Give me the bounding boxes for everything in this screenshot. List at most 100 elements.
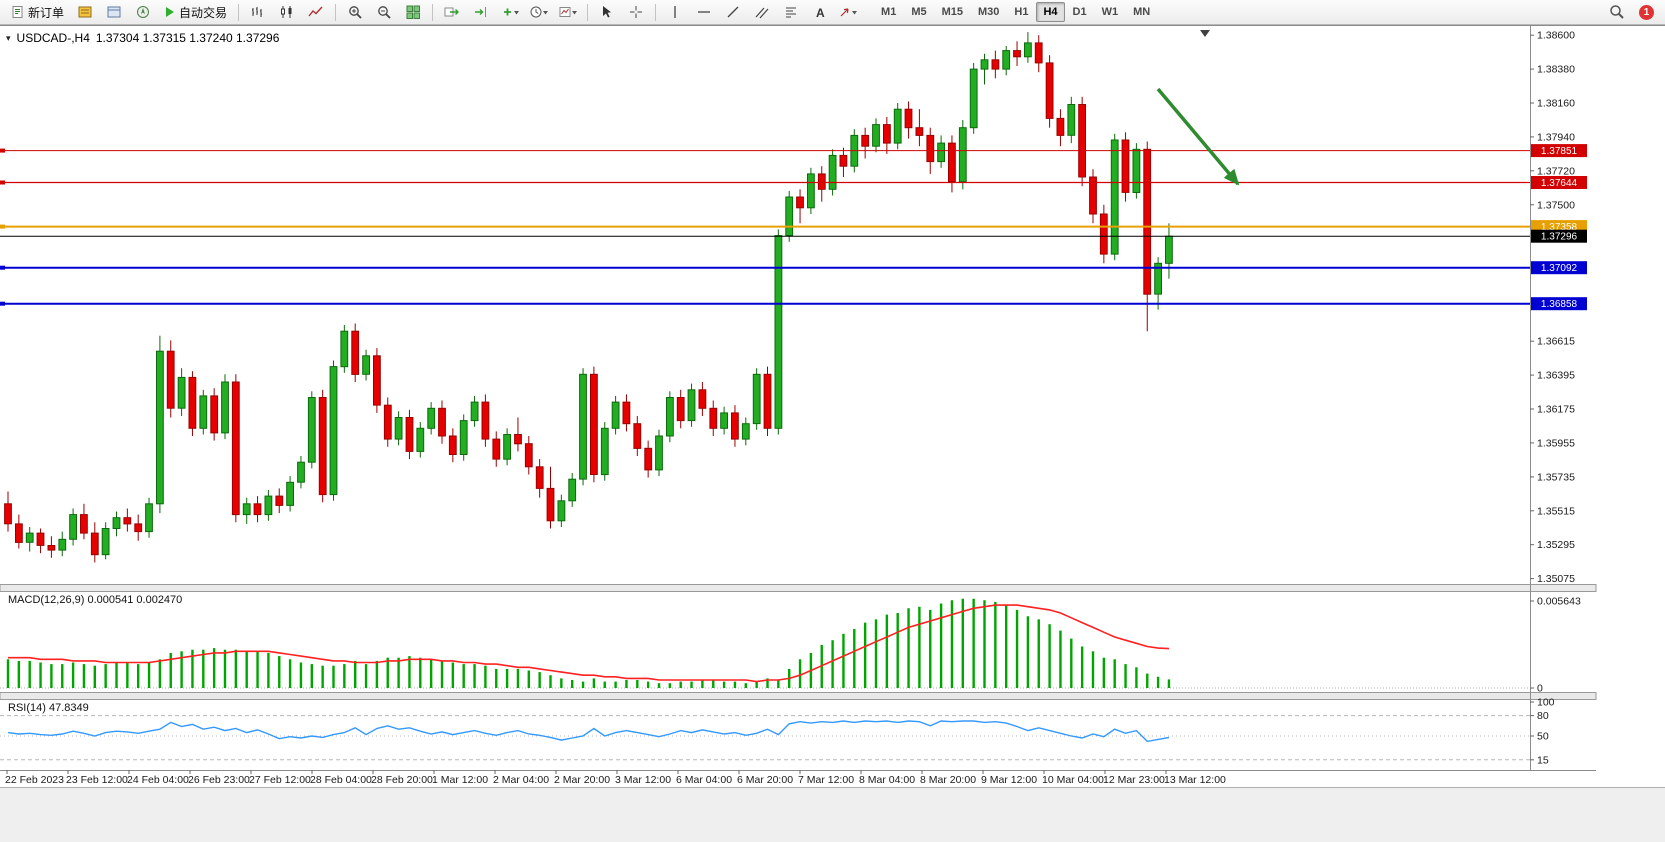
timeframe-button-mn[interactable]: MN (1133, 6, 1151, 18)
timeframe-button-h1[interactable]: H1 (1014, 6, 1029, 18)
svg-text:A: A (816, 6, 825, 19)
svg-text:100: 100 (1537, 697, 1555, 709)
svg-text:27 Feb 12:00: 27 Feb 12:00 (249, 774, 311, 786)
svg-text:26 Feb 23:00: 26 Feb 23:00 (188, 774, 250, 786)
horizontal-line-button[interactable] (690, 1, 718, 24)
trendline-button[interactable] (719, 1, 747, 24)
svg-text:13 Mar 12:00: 13 Mar 12:00 (1164, 774, 1226, 786)
arrows-button[interactable] (835, 1, 863, 24)
vertical-line-button[interactable] (661, 1, 689, 24)
timeframe-button-w1[interactable]: W1 (1101, 6, 1119, 18)
periods-icon (530, 6, 548, 18)
svg-text:1.35075: 1.35075 (1537, 573, 1575, 585)
autotrading-button[interactable]: 自动交易 (158, 1, 233, 24)
cursor-icon (603, 6, 612, 18)
text-button[interactable]: A (806, 1, 834, 24)
search-icon (1610, 5, 1624, 19)
timeframe-button-m15[interactable]: M15 (941, 6, 963, 18)
zoom-out-icon (377, 5, 391, 19)
svg-text:0: 0 (1537, 683, 1543, 695)
svg-text:1.37296: 1.37296 (1541, 232, 1578, 243)
trend-arrow-annotation (1156, 87, 1240, 186)
svg-text:1.37500: 1.37500 (1537, 199, 1575, 211)
line-chart-button[interactable] (302, 1, 330, 24)
crosshair-icon (630, 6, 643, 18)
price-chart-canvas[interactable]: 1.38600 1.38380 1.38160 1.37940 1.37720 1.375… (0, 26, 1665, 788)
svg-text:8 Mar 20:00: 8 Mar 20:00 (920, 774, 976, 786)
chart-ohlc-readout: 1.37304 1.37315 1.37240 1.37296 (95, 31, 280, 45)
candlestick-chart-icon (281, 6, 292, 18)
toolbar-separator (432, 3, 434, 21)
bar-chart-icon (252, 7, 263, 17)
chart-shift-icon (475, 7, 487, 17)
svg-text:23 Feb 12:00: 23 Feb 12:00 (66, 774, 128, 786)
svg-text:1.36175: 1.36175 (1537, 404, 1575, 416)
fibonacci-button[interactable] (777, 1, 805, 24)
zoom-out-button[interactable] (370, 1, 398, 24)
navigator-icon (136, 6, 149, 18)
svg-text:1.35955: 1.35955 (1537, 437, 1575, 449)
notification-badge[interactable]: 1 (1639, 4, 1654, 20)
tile-windows-button[interactable] (399, 1, 427, 24)
svg-text:1.38160: 1.38160 (1537, 98, 1575, 110)
svg-text:22 Feb 2023: 22 Feb 2023 (5, 774, 64, 786)
svg-text:3 Mar 12:00: 3 Mar 12:00 (615, 774, 671, 786)
svg-text:2 Mar 20:00: 2 Mar 20:00 (554, 774, 610, 786)
chart-header: USDCAD-,H4 1.37304 1.37315 1.37240 1.372… (6, 31, 280, 45)
rsi-indicator-label: RSI(14) 47.8349 (8, 702, 89, 714)
toolbar: 新订单 自动交易 A M1 M5 M15 M30 H1 H4 D1 W1 MN 1 (0, 0, 1665, 25)
toolbar-right: 1 (1603, 1, 1660, 24)
svg-text:12 Mar 23:00: 12 Mar 23:00 (1103, 774, 1165, 786)
chart-dropdown-icon[interactable] (6, 33, 11, 44)
templates-button[interactable] (554, 1, 582, 24)
templates-icon (559, 7, 577, 17)
market-watch-button[interactable] (71, 1, 99, 24)
svg-text:9 Mar 12:00: 9 Mar 12:00 (981, 774, 1037, 786)
text-icon: A (816, 6, 825, 19)
navigator-button[interactable] (129, 1, 157, 24)
svg-text:1.36395: 1.36395 (1537, 370, 1575, 382)
svg-text:2 Mar 04:00: 2 Mar 04:00 (493, 774, 549, 786)
candlestick-chart-button[interactable] (273, 1, 301, 24)
market-watch-icon (78, 6, 92, 18)
crosshair-button[interactable] (622, 1, 650, 24)
chart-shift-button[interactable] (467, 1, 495, 24)
cursor-button[interactable] (593, 1, 621, 24)
timeframe-button-d1[interactable]: D1 (1072, 6, 1087, 18)
trendline-icon (727, 6, 739, 18)
svg-text:6 Mar 20:00: 6 Mar 20:00 (737, 774, 793, 786)
zoom-in-button[interactable] (341, 1, 369, 24)
svg-text:28 Feb 20:00: 28 Feb 20:00 (371, 774, 433, 786)
svg-text:1.38380: 1.38380 (1537, 64, 1575, 76)
svg-text:1.37092: 1.37092 (1541, 263, 1578, 274)
svg-text:1.38600: 1.38600 (1537, 30, 1575, 42)
auto-scroll-button[interactable] (438, 1, 466, 24)
timeframe-button-m5[interactable]: M5 (911, 6, 927, 18)
bar-chart-button[interactable] (244, 1, 272, 24)
svg-text:1.37851: 1.37851 (1541, 146, 1578, 157)
tile-windows-icon (406, 5, 420, 19)
timeframe-button-m30[interactable]: M30 (978, 6, 1000, 18)
new-order-button[interactable]: 新订单 (5, 1, 70, 24)
timeframe-button-m1[interactable]: M1 (881, 6, 897, 18)
toolbar-separator (335, 3, 337, 21)
new-order-icon (12, 6, 23, 18)
svg-text:8 Mar 04:00: 8 Mar 04:00 (859, 774, 915, 786)
toolbar-separator (238, 3, 240, 21)
search-button[interactable] (1603, 1, 1631, 24)
chart-symbol-period: USDCAD-,H4 (16, 31, 90, 45)
data-window-button[interactable] (100, 1, 128, 24)
autotrading-label: 自动交易 (179, 5, 228, 20)
channel-icon (755, 7, 769, 19)
timeframe-toolbar: M1 M5 M15 M30 H1 H4 D1 W1 MN (874, 2, 1157, 22)
svg-text:7 Mar 12:00: 7 Mar 12:00 (798, 774, 854, 786)
data-window-icon (107, 6, 121, 18)
indicators-button[interactable] (496, 1, 524, 24)
periods-button[interactable] (525, 1, 553, 24)
timeframe-button-h4[interactable]: H4 (1036, 2, 1065, 22)
channel-button[interactable] (748, 1, 776, 24)
chart-window[interactable]: 1.38600 1.38380 1.38160 1.37940 1.37720 1.375… (0, 25, 1665, 788)
arrows-icon (840, 8, 858, 17)
macd-indicator-label: MACD(12,26,9) 0.000541 0.002470 (8, 594, 183, 606)
svg-text:10 Mar 04:00: 10 Mar 04:00 (1042, 774, 1104, 786)
